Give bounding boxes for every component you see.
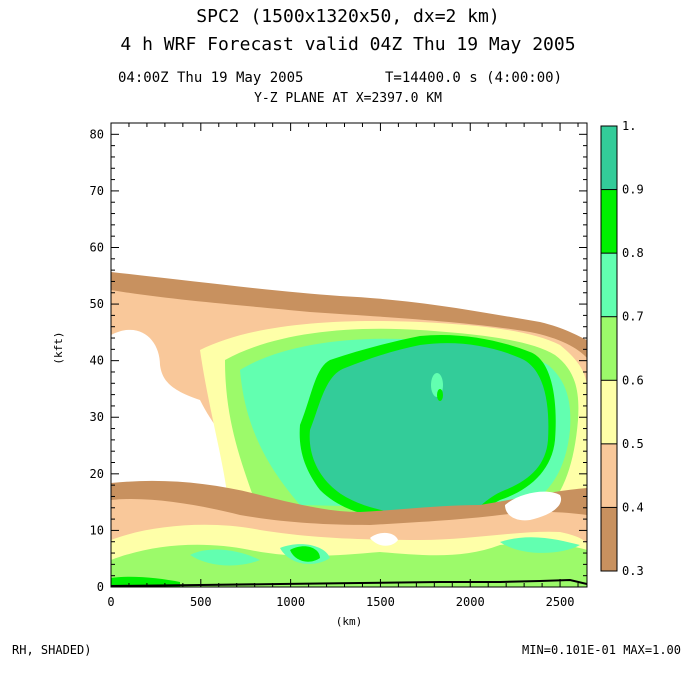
colorbar-swatch (601, 507, 617, 571)
y-tick-label: 20 (90, 467, 104, 481)
colorbar-tick-label: 0.4 (622, 500, 644, 514)
time-label: 04:00Z Thu 19 May 2005 (118, 70, 303, 86)
x-tick-label: 1000 (276, 595, 305, 609)
y-tick-label: 80 (90, 127, 104, 141)
colorbar-swatch (601, 380, 617, 444)
x-axis-label: (km) (336, 615, 363, 628)
colorbar-swatch (601, 126, 617, 190)
rh-clear-lower-mid (370, 532, 398, 546)
colorbar-tick-label: 0.6 (622, 373, 644, 387)
colorbar-tick-label: 0.3 (622, 564, 644, 578)
y-tick-label: 60 (90, 240, 104, 254)
x-axis: 0 500 1000 1500 2000 2500 (107, 123, 579, 609)
colorbar-tick-label: 0.5 (622, 437, 644, 451)
title-line-1: SPC2 (1500x1320x50, dx=2 km) (196, 6, 499, 27)
y-tick-label: 30 (90, 410, 104, 424)
colorbar-tick-label: 0.9 (622, 183, 644, 197)
rh-core (309, 343, 549, 535)
min-max-label: MIN=0.101E-01 MAX=1.00 (522, 643, 681, 657)
elapsed-time-label: T=14400.0 s (4:00:00) (385, 70, 562, 86)
field-label: RH, SHADED) (12, 643, 91, 657)
x-tick-label: 2000 (456, 595, 485, 609)
x-tick-label: 0 (107, 595, 114, 609)
title-line-2: 4 h WRF Forecast valid 04Z Thu 19 May 20… (120, 34, 575, 55)
y-tick-label: 10 (90, 523, 104, 537)
x-tick-label: 1500 (366, 595, 395, 609)
y-axis-label: (kft) (52, 331, 65, 364)
colorbar-tick-label: 0.8 (622, 246, 644, 260)
y-tick-label: 70 (90, 184, 104, 198)
x-tick-label: 2500 (546, 595, 575, 609)
x-tick-label: 500 (190, 595, 212, 609)
colorbar-swatch (601, 316, 617, 381)
rh-core-hole-2 (437, 389, 443, 401)
rh-lower-07 (190, 537, 580, 566)
y-tick-label: 40 (90, 354, 104, 368)
y-tick-label: 50 (90, 297, 104, 311)
rh-clear-left (111, 329, 340, 515)
plane-label: Y-Z PLANE AT X=2397.0 KM (254, 91, 442, 106)
colorbar-swatch (601, 253, 617, 317)
colorbar-swatch (601, 189, 617, 254)
colorbar-tick-label: 0.7 (622, 310, 644, 324)
plot-frame (110, 122, 588, 588)
colorbar: 0.3 0.4 0.5 0.6 0.7 0.8 0.9 1. (600, 119, 644, 578)
colorbar-tick-label: 1. (622, 119, 636, 133)
y-tick-label: 0 (97, 580, 104, 594)
colorbar-swatch (601, 443, 617, 508)
rh-lower-08 (111, 546, 320, 587)
rh-clear-lower-right (505, 491, 562, 521)
rh-field (111, 272, 587, 587)
y-axis: 0 10 20 30 40 50 60 70 80 (90, 127, 587, 594)
